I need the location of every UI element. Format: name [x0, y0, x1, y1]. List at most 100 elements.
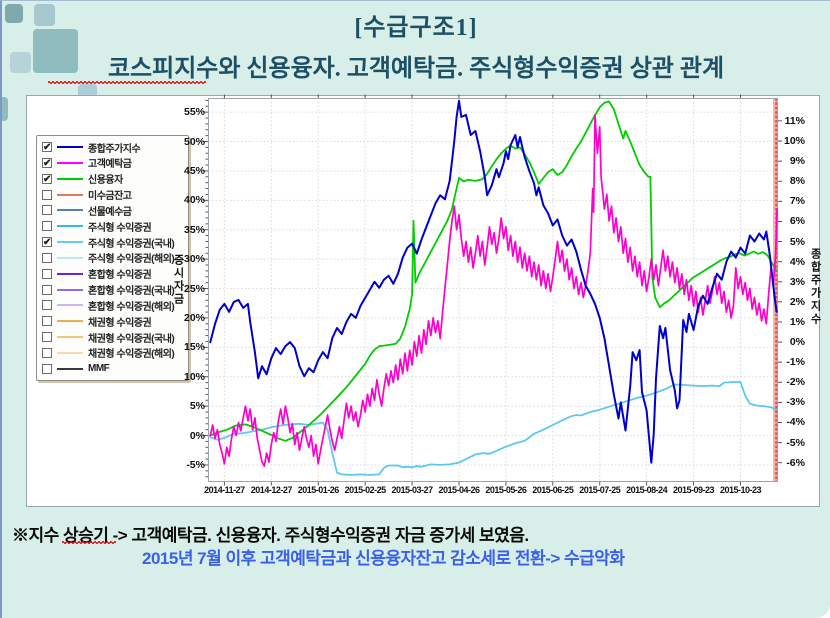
left-tick-label: 45%: [183, 164, 205, 177]
legend-label: 주식형 수익증권: [88, 222, 152, 234]
legend-checkbox[interactable]: [42, 300, 52, 311]
legend-item-8[interactable]: 혼합형 수익증권: [40, 267, 185, 281]
legend-item-0[interactable]: ✔ 종합주가지수: [40, 140, 185, 155]
deco-square: [2, 97, 8, 121]
legend-checkbox[interactable]: [42, 268, 52, 279]
deco-square: [33, 29, 78, 73]
legend-label: 선물예수금: [88, 206, 132, 218]
left-tick-label: 20%: [183, 311, 205, 324]
legend-checkbox[interactable]: [42, 363, 52, 374]
x-tick-label: 2015-03-27: [391, 485, 434, 495]
left-tick-label: 55%: [183, 106, 205, 119]
legend-label: 신용융자: [88, 175, 123, 187]
legend-item-4[interactable]: 선물예수금: [40, 203, 185, 218]
right-tick-label: -4%: [786, 416, 805, 429]
legend-item-1[interactable]: ✔ 고객예탁금: [40, 156, 185, 170]
left-axis-title: 증시자금: [172, 254, 184, 306]
legend-item-11[interactable]: 채권형 수익증권: [40, 314, 185, 329]
plot-border: [208, 98, 778, 482]
x-tick-label: 2015-02-25: [344, 485, 387, 495]
legend-color-swatch: [57, 320, 83, 323]
series-line-kospi[interactable]: [209, 99, 778, 464]
legend-item-3[interactable]: 미수금잔고: [40, 188, 185, 202]
left-tick-label: 10%: [183, 370, 205, 383]
legend-label: 종합주가지수: [88, 143, 141, 155]
series-line-customer-deposits[interactable]: [209, 114, 778, 467]
legend-color-swatch: [57, 225, 83, 228]
x-tick-label: 2015-09-23: [673, 485, 715, 495]
right-tick-label: 10%: [783, 135, 805, 148]
legend-checkbox[interactable]: [42, 284, 52, 295]
left-tick-label: 30%: [183, 253, 205, 266]
legend-item-13[interactable]: 채권형 수익증권(해외): [40, 346, 185, 360]
left-tick-label: -5%: [186, 458, 205, 471]
legend-label: 채권형 수익증권: [88, 317, 152, 329]
right-tick-label: 11%: [784, 114, 805, 127]
legend-item-12[interactable]: 채권형 수익증권(국내): [40, 330, 185, 345]
legend-checkbox[interactable]: [42, 221, 52, 232]
legend-label: MMF: [88, 363, 110, 375]
right-tick-label: 9%: [789, 155, 805, 168]
left-tick-label: 5%: [189, 400, 205, 413]
deco-square: [34, 4, 55, 26]
legend-label: 채권형 수익증권(국내): [88, 333, 175, 345]
deco-square: [5, 4, 23, 23]
legend-checkbox[interactable]: [42, 347, 52, 358]
x-tick-label: 2015-06-25: [532, 485, 574, 495]
x-tick-label: 2014-12-27: [250, 485, 293, 495]
legend-item-5[interactable]: 주식형 수익증권: [40, 219, 185, 234]
footer-note-1: ※지수 상승기 -> 고객예탁금. 신용융자. 주식형수익증권 자금 증가세 보…: [12, 526, 529, 545]
legend-checkbox[interactable]: ✔: [42, 237, 52, 249]
x-tick-label: 2015-07-25: [579, 485, 621, 495]
spellcheck-underline: [62, 541, 116, 544]
left-tick-label: 40%: [183, 194, 205, 207]
page-title: [수급구조1] 코스피지수와 신용융자. 고객예탁금. 주식형수익증권 상관 관…: [2, 7, 830, 83]
x-tick-label: 2015-05-26: [485, 485, 527, 495]
x-tick-label: 2015-08-24: [626, 485, 668, 495]
legend-color-swatch: [57, 288, 83, 291]
right-tick-label: 0%: [789, 336, 805, 349]
right-tick-label: 2%: [789, 295, 805, 308]
legend-item-6[interactable]: ✔ 주식형 수익증권(국내): [40, 235, 185, 250]
legend-checkbox[interactable]: ✔: [42, 142, 52, 153]
deco-square: [10, 52, 31, 73]
legend-color-swatch: [57, 304, 83, 307]
right-tick-label: -5%: [786, 436, 805, 449]
legend-label: 혼합형 수익증권: [88, 270, 152, 282]
legend-label: 채권형 수익증권(해외): [88, 349, 175, 361]
series-line-equity-fund-domestic[interactable]: [209, 381, 778, 476]
legend-checkbox[interactable]: ✔: [42, 157, 52, 169]
right-tick-label: 6%: [789, 215, 805, 228]
series-line-credit-loan[interactable]: [209, 100, 778, 442]
legend-color-swatch: [57, 256, 83, 259]
right-tick-label: 3%: [789, 275, 805, 288]
legend-checkbox[interactable]: ✔: [42, 173, 52, 185]
right-tick-label: -2%: [786, 376, 805, 389]
legend-item-10[interactable]: 혼합형 수익증권(해외): [40, 298, 185, 313]
left-tick-label: 25%: [183, 282, 205, 295]
legend-item-2[interactable]: ✔ 신용융자: [40, 172, 185, 186]
plot-area[interactable]: [203, 94, 782, 486]
legend-label: 혼합형 수익증권(해외): [88, 301, 175, 313]
legend-color-swatch: [57, 351, 83, 354]
legend-item-14[interactable]: MMF: [40, 362, 185, 376]
right-tick-label: 7%: [789, 195, 805, 208]
right-tick-label: 4%: [789, 255, 805, 268]
left-tick-label: 15%: [183, 341, 205, 354]
legend-color-swatch: [57, 336, 83, 339]
legend-color-swatch: [57, 209, 83, 212]
left-tick-label: 50%: [183, 135, 205, 148]
legend-color-swatch: [57, 367, 83, 370]
x-tick-label: 2015-10-23: [719, 485, 762, 495]
legend-checkbox[interactable]: [42, 332, 52, 343]
legend-checkbox[interactable]: [42, 316, 52, 327]
legend-item-9[interactable]: 혼합형 수익증권(국내): [40, 283, 185, 297]
legend-checkbox[interactable]: [42, 205, 52, 216]
right-tick-label: -1%: [786, 356, 805, 369]
legend-label: 주식형 수익증권(해외): [88, 254, 175, 266]
legend-checkbox[interactable]: [42, 252, 52, 263]
spellcheck-underline: [48, 81, 206, 84]
legend-item-7[interactable]: 주식형 수익증권(해외): [40, 251, 185, 265]
legend-checkbox[interactable]: [42, 189, 52, 200]
